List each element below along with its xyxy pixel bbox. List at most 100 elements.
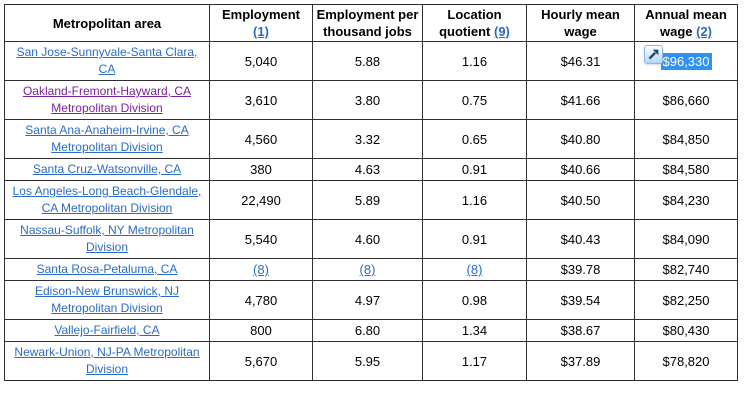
value-text: $78,820 — [662, 353, 710, 369]
metropolitan-area-cell: Edison-New Brunswick, NJ Metropolitan Di… — [4, 280, 210, 320]
value-text: 5.88 — [354, 53, 381, 69]
value-text: $38.67 — [560, 323, 601, 338]
value-text: 4.60 — [354, 231, 381, 247]
table-row: Nassau-Suffolk, NY Metropolitan Division… — [4, 219, 738, 259]
footnote-link-1[interactable]: (1) — [253, 24, 269, 39]
metropolitan-area-cell: Nassau-Suffolk, NY Metropolitan Division — [4, 219, 210, 259]
metro-area-link[interactable]: San Jose-Sunnyvale-Santa Clara, CA — [16, 45, 198, 76]
employment-per-thousand-jobs-cell: 5.88 — [312, 41, 423, 81]
hourly-mean-wage-cell: $40.43 — [526, 219, 635, 259]
value-text: $84,850 — [662, 131, 710, 147]
metro-area-link[interactable]: Newark-Union, NJ-PA Metropolitan Divisio… — [14, 345, 200, 376]
annual-mean-wage-cell: $84,230 — [634, 180, 738, 220]
employment-cell: 5,540 — [209, 219, 313, 259]
metro-area-link[interactable]: Santa Ana-Anaheim-Irvine, CA Metropolita… — [25, 123, 189, 154]
metro-area-link[interactable]: Vallejo-Fairfield, CA — [54, 323, 160, 337]
hourly-mean-wage-cell: $39.78 — [526, 258, 635, 281]
value-text: $40.80 — [560, 131, 601, 147]
value-text: $41.66 — [560, 92, 601, 108]
hourly-mean-wage-cell: $40.50 — [526, 180, 635, 220]
value-text: 22,490 — [241, 192, 281, 208]
metropolitan-area-cell: Newark-Union, NJ-PA Metropolitan Divisio… — [4, 341, 210, 381]
value-text: $39.78 — [560, 262, 601, 277]
footnote-link-2[interactable]: (2) — [696, 24, 712, 39]
footnote-value-link[interactable]: (8) — [253, 262, 269, 277]
value-text: 380 — [250, 162, 272, 177]
employment-per-thousand-jobs-cell: (8) — [312, 258, 423, 281]
table-header-row: Metropolitan area Employment (1) Employmen… — [4, 4, 738, 42]
value-text: 0.91 — [461, 231, 488, 247]
annual-mean-wage-cell: $86,660 — [634, 80, 738, 120]
location-quotient-cell: 0.65 — [422, 119, 527, 159]
metropolitan-area-cell: Santa Rosa-Petaluma, CA — [4, 258, 210, 281]
accelerator-icon[interactable] — [644, 45, 663, 64]
employment-per-thousand-jobs-cell: 4.60 — [312, 219, 423, 259]
employment-cell: (8) — [209, 258, 313, 281]
value-text: 1.16 — [461, 192, 488, 208]
hourly-mean-wage-cell: $40.66 — [526, 158, 635, 181]
table-row: Los Angeles-Long Beach-Glendale, CA Metr… — [4, 180, 738, 220]
metro-area-link[interactable]: Edison-New Brunswick, NJ Metropolitan Di… — [34, 284, 180, 315]
metropolitan-area-cell: Oakland-Fremont-Hayward, CA Metropolitan… — [4, 80, 210, 120]
hourly-mean-wage-cell: $37.89 — [526, 341, 635, 381]
annual-mean-wage-cell: $82,740 — [634, 258, 738, 281]
value-text: $84,230 — [662, 192, 710, 208]
employment-cell: 380 — [209, 158, 313, 181]
column-header-hourly-mean-wage: Hourly mean wage — [526, 4, 635, 42]
employment-cell: 5,040 — [209, 41, 313, 81]
value-text: 5,040 — [244, 53, 278, 69]
location-quotient-cell: 0.75 — [422, 80, 527, 120]
employment-per-thousand-jobs-cell: 4.63 — [312, 158, 423, 181]
value-text: 5.95 — [354, 353, 381, 369]
metropolitan-area-cell: San Jose-Sunnyvale-Santa Clara, CA — [4, 41, 210, 81]
value-text: 800 — [250, 323, 272, 338]
value-text: $84,090 — [662, 231, 710, 247]
employment-cell: 4,780 — [209, 280, 313, 320]
employment-per-thousand-jobs-cell: 5.89 — [312, 180, 423, 220]
table-row: Santa Rosa-Petaluma, CA (8) (8) (8) $39.78 $8… — [4, 258, 738, 281]
annual-mean-wage-cell: $84,580 — [634, 158, 738, 181]
location-quotient-cell: (8) — [422, 258, 527, 281]
column-header-employment-per-thousand-jobs: Employment per thousand jobs — [312, 4, 423, 42]
metro-area-link[interactable]: Oakland-Fremont-Hayward, CA Metropolitan… — [22, 84, 192, 115]
column-header-employment: Employment (1) — [209, 4, 313, 42]
location-quotient-cell: 0.91 — [422, 219, 527, 259]
footnote-value-link[interactable]: (8) — [466, 262, 483, 277]
location-quotient-cell: 0.98 — [422, 280, 527, 320]
value-text: $82,250 — [662, 292, 710, 308]
table-row: San Jose-Sunnyvale-Santa Clara, CA 5,040 5… — [4, 41, 738, 81]
metro-wage-table: Metropolitan area Employment (1) Employmen… — [4, 4, 738, 381]
value-text: $86,660 — [662, 92, 710, 108]
value-text: $37.89 — [560, 353, 601, 369]
value-text: 3.80 — [354, 92, 381, 108]
value-text: $40.43 — [560, 231, 601, 247]
table-row: Santa Ana-Anaheim-Irvine, CA Metropolita… — [4, 119, 738, 159]
column-header-metropolitan-area: Metropolitan area — [4, 4, 210, 42]
footnote-link-9[interactable]: (9) — [494, 24, 510, 39]
metro-area-link[interactable]: Santa Cruz-Watsonville, CA — [32, 162, 182, 176]
employment-per-thousand-jobs-cell: 3.80 — [312, 80, 423, 120]
metropolitan-area-cell: Santa Ana-Anaheim-Irvine, CA Metropolita… — [4, 119, 210, 159]
table-row: Newark-Union, NJ-PA Metropolitan Divisio… — [4, 341, 738, 381]
table-row: Oakland-Fremont-Hayward, CA Metropolitan… — [4, 80, 738, 120]
value-text: 4.63 — [354, 162, 381, 177]
location-quotient-cell: 1.34 — [422, 319, 527, 342]
employment-per-thousand-jobs-cell: 6.80 — [312, 319, 423, 342]
value-text: 1.34 — [461, 323, 488, 338]
value-text: $39.54 — [560, 292, 601, 308]
employment-cell: 800 — [209, 319, 313, 342]
selected-value-text: $96,330 — [660, 52, 712, 70]
metro-area-link[interactable]: Santa Rosa-Petaluma, CA — [36, 262, 178, 276]
hourly-mean-wage-cell: $46.31 — [526, 41, 635, 81]
metro-area-link[interactable]: Los Angeles-Long Beach-Glendale, CA Metr… — [12, 184, 202, 215]
location-quotient-cell: 1.17 — [422, 341, 527, 381]
value-text: $80,430 — [662, 323, 710, 338]
annual-mean-wage-cell: $84,850 — [634, 119, 738, 159]
annual-mean-wage-cell: $78,820 — [634, 341, 738, 381]
metro-area-link[interactable]: Nassau-Suffolk, NY Metropolitan Division — [20, 223, 194, 254]
footnote-value-link[interactable]: (8) — [359, 262, 376, 277]
table-row: Santa Cruz-Watsonville, CA 380 4.63 0.91 $40… — [4, 158, 738, 181]
value-text: $84,580 — [662, 162, 710, 177]
hourly-mean-wage-cell: $38.67 — [526, 319, 635, 342]
